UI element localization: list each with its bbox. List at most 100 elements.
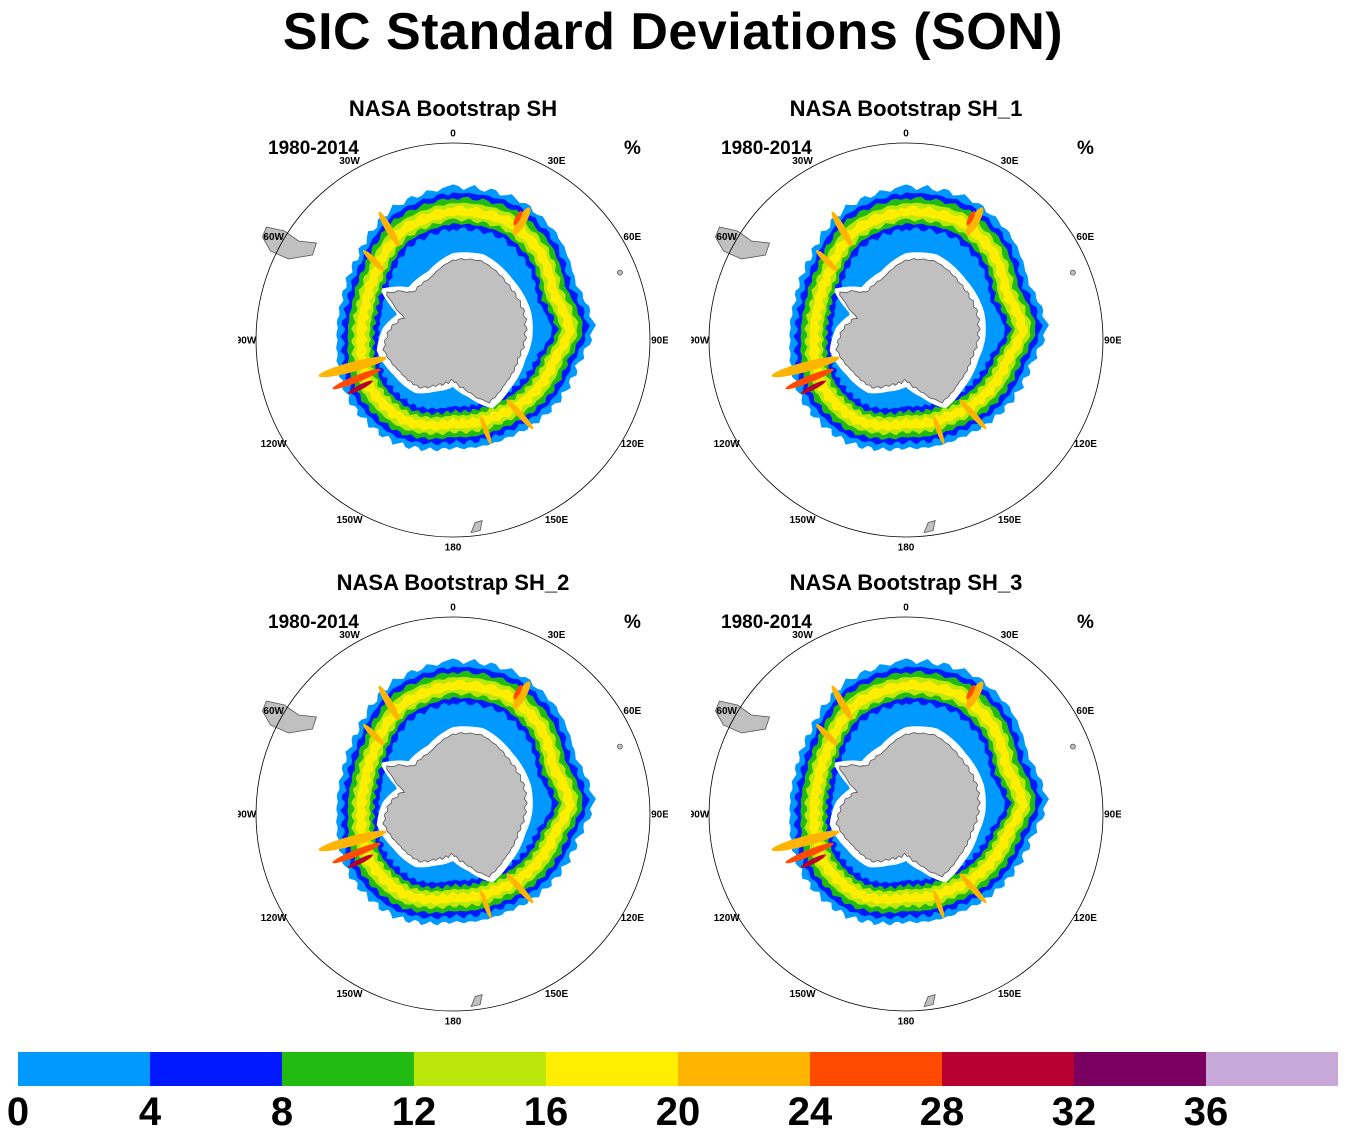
high-variability-patch [362, 249, 385, 272]
longitude-label: 120E [621, 913, 645, 924]
figure-title: SIC Standard Deviations (SON) [282, 3, 1064, 61]
longitude-label: 150E [998, 989, 1022, 1000]
panel-years-label: 1980-2014 [721, 138, 812, 159]
high-variability-patch [959, 873, 987, 904]
panel-title: NASA Bootstrap SH_3 [789, 570, 1023, 595]
high-variability-patch [318, 356, 387, 378]
polar-map: 0 30E 60E 90E 120E 150E 180 150W 120W 90W 60W 30W [238, 603, 668, 1028]
antarctica-landmass [835, 258, 981, 404]
longitude-label: 60E [623, 232, 641, 243]
longitude-label: 120E [1074, 439, 1098, 450]
high-variability-patch [800, 854, 826, 868]
colorbar-segment [1206, 1052, 1338, 1086]
high-variability-patch [966, 211, 976, 226]
colorbar-segment [810, 1052, 942, 1086]
polar-map: 0 30E 60E 90E 120E 150E 180 150W 120W 90W 60W 30W [238, 129, 668, 554]
high-variability-patch [362, 723, 385, 746]
map-boundary [708, 142, 1104, 538]
high-variability-patch [966, 685, 976, 700]
new-zealand-landmass [470, 520, 483, 534]
panel-years-label: 1980-2014 [268, 138, 359, 159]
panel-title: NASA Bootstrap SH_2 [336, 570, 570, 595]
high-variability-patch [933, 416, 945, 445]
longitude-label: 120W [261, 913, 288, 924]
antarctica-landmass [382, 732, 528, 878]
longitude-label: 180 [445, 1017, 462, 1028]
antarctica-landmass [382, 258, 528, 404]
high-variability-patch [512, 207, 531, 236]
longitude-label: 90E [1104, 336, 1121, 347]
longitude-label: 120E [621, 439, 645, 450]
colorbar-tick-label: 24 [787, 1090, 833, 1134]
longitude-label: 90W [238, 336, 257, 347]
longitude-label: 60W [263, 232, 284, 243]
longitude-label: 150E [545, 989, 569, 1000]
high-variability-patch [933, 890, 945, 919]
longitude-label: 60W [263, 706, 284, 717]
high-variability-patch [480, 890, 492, 919]
new-zealand-landmass [923, 994, 936, 1008]
longitude-label: 30W [792, 156, 813, 167]
longitude-label: 90W [691, 336, 710, 347]
high-variability-patch [347, 380, 373, 394]
island-landmass [616, 743, 623, 750]
longitude-label: 90W [238, 810, 257, 821]
colorbar-tick-label: 20 [655, 1090, 701, 1134]
high-variability-patch [506, 399, 534, 430]
colorbar-segment [678, 1052, 810, 1086]
colorbar-segment [546, 1052, 678, 1086]
longitude-label: 30E [1001, 156, 1019, 167]
colorbar [18, 1052, 1338, 1086]
high-variability-patch [513, 685, 523, 700]
map-panel-3: NASA Bootstrap SH_2 1980-2014 % 0 30E 60E 9… [238, 570, 668, 1030]
high-variability-patch [332, 842, 381, 864]
antarctica-landmass [835, 732, 981, 878]
longitude-label: 180 [445, 543, 462, 554]
colorbar-tick-label: 4 [138, 1090, 162, 1134]
map-boundary [255, 616, 651, 1012]
longitude-label: 30W [792, 630, 813, 641]
longitude-label: 30E [548, 156, 566, 167]
high-variability-patch [785, 842, 834, 864]
colorbar-tick-label: 0 [6, 1090, 30, 1134]
longitude-label: 90E [651, 810, 668, 821]
south-america-landmass [262, 700, 317, 734]
longitude-label: 30E [548, 630, 566, 641]
longitude-label: 180 [898, 543, 915, 554]
longitude-label: 150W [789, 515, 816, 526]
longitude-label: 30W [339, 630, 360, 641]
high-variability-patch [378, 685, 400, 721]
longitude-label: 150W [336, 515, 363, 526]
longitude-label: 60E [1076, 706, 1094, 717]
panel-units-label: % [1077, 612, 1094, 633]
high-variability-patch [965, 681, 984, 710]
map-panel-1: NASA Bootstrap SH 1980-2014 % 0 30E 60E 90E… [238, 96, 668, 556]
longitude-label: 60E [1076, 232, 1094, 243]
high-variability-patch [785, 368, 834, 390]
high-variability-patch [831, 211, 853, 247]
colorbar-tick-label: 36 [1183, 1090, 1229, 1134]
colorbar-segment [414, 1052, 546, 1086]
new-zealand-landmass [923, 520, 936, 534]
panel-title: NASA Bootstrap SH [348, 96, 558, 121]
polar-map: 0 30E 60E 90E 120E 150E 180 150W 120W 90W 60W 30W [691, 603, 1121, 1028]
longitude-label: 60W [716, 706, 737, 717]
map-panel-2: NASA Bootstrap SH_1 1980-2014 % 0 30E 60E 9… [691, 96, 1121, 556]
high-variability-patch [815, 723, 838, 746]
colorbar-tick-label: 16 [523, 1090, 569, 1134]
colorbar-tick-label: 28 [919, 1090, 965, 1134]
panel-units-label: % [624, 138, 641, 159]
longitude-label: 0 [903, 603, 909, 614]
high-variability-patch [513, 211, 523, 226]
high-variability-patch [831, 685, 853, 721]
colorbar-tick-label: 12 [391, 1090, 437, 1134]
island-landmass [1069, 743, 1076, 750]
longitude-label: 120E [1074, 913, 1098, 924]
high-variability-patch [378, 211, 400, 247]
high-variability-patch [480, 416, 492, 445]
colorbar-segment [282, 1052, 414, 1086]
longitude-label: 30E [1001, 630, 1019, 641]
longitude-label: 150E [545, 515, 569, 526]
south-america-landmass [262, 226, 317, 260]
island-landmass [1069, 269, 1076, 276]
